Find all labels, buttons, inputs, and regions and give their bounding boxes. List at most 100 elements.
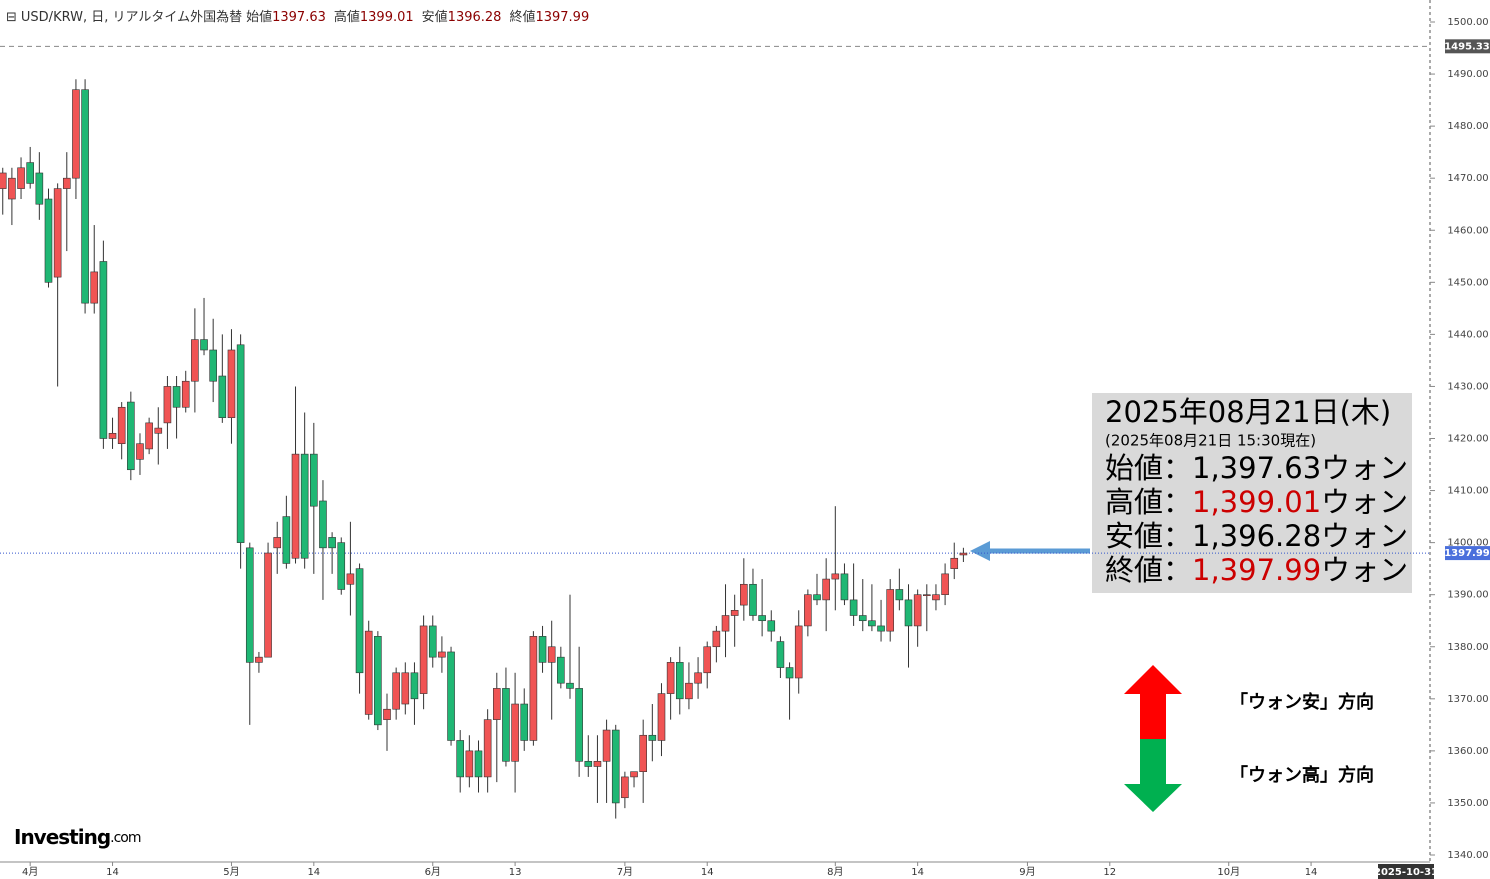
candle xyxy=(923,584,931,632)
candle xyxy=(355,563,364,694)
candle xyxy=(300,412,309,569)
collapse-icon[interactable]: ⊟ xyxy=(6,10,17,25)
candle-body xyxy=(813,594,821,601)
candle-body xyxy=(831,573,840,580)
candle-body xyxy=(145,422,153,450)
candle xyxy=(630,771,638,788)
candle-body xyxy=(410,672,419,700)
legend-label: 終値 xyxy=(509,10,536,25)
candle xyxy=(950,542,959,580)
candle-body xyxy=(566,682,574,689)
candle-body xyxy=(730,610,739,616)
candle-body xyxy=(767,620,776,632)
x-end-label: 2025-10-31 xyxy=(1374,867,1438,878)
candle xyxy=(172,376,181,439)
annotation-line: 高値：1,399.01ウォン xyxy=(1105,485,1408,519)
candle-body xyxy=(465,750,474,778)
candle-body xyxy=(923,594,931,596)
y-tick-label: 1440.00 xyxy=(1447,329,1488,340)
candle-body xyxy=(227,349,236,418)
direction-down-label: 「ウォン高」方向 xyxy=(1230,764,1374,786)
candle-body xyxy=(17,167,25,189)
y-tick-label: 1380.00 xyxy=(1447,642,1488,653)
x-tick-label: 14 xyxy=(911,867,924,878)
candle xyxy=(236,334,245,569)
candle-body xyxy=(447,651,455,741)
x-tick-label: 5月 xyxy=(223,866,239,878)
candle-body xyxy=(538,636,547,663)
candle-body xyxy=(127,401,135,471)
candle-body xyxy=(209,349,217,382)
candle-body xyxy=(950,557,959,569)
candle xyxy=(401,662,410,715)
candle xyxy=(566,594,574,699)
candle xyxy=(383,693,391,751)
candle xyxy=(593,735,602,803)
candle-body xyxy=(310,453,318,507)
candle xyxy=(181,370,190,413)
candle xyxy=(163,376,172,449)
candle-body xyxy=(913,594,922,627)
candle xyxy=(474,740,483,793)
candle-body xyxy=(319,500,327,549)
candle-body xyxy=(703,646,712,674)
candle xyxy=(410,662,419,725)
annotation-value: 1,397.63 xyxy=(1192,451,1321,485)
candle-body xyxy=(35,172,44,205)
x-tick-label: 12 xyxy=(1103,867,1116,878)
x-tick-label: 6月 xyxy=(425,866,441,878)
candle-body xyxy=(401,672,410,705)
candle-body xyxy=(392,672,400,710)
x-tick-label: 14 xyxy=(1305,867,1318,878)
legend-label: 安値 xyxy=(421,10,448,25)
candle-body xyxy=(630,771,638,778)
candle-body xyxy=(657,693,666,741)
candle-body xyxy=(328,537,336,549)
candle-body xyxy=(648,734,657,741)
candle xyxy=(639,719,647,803)
candle xyxy=(438,636,446,673)
annotation-box xyxy=(1092,393,1412,593)
candle xyxy=(392,667,400,720)
y-tick-label: 1490.00 xyxy=(1447,69,1488,80)
candle xyxy=(730,594,739,647)
candle-body xyxy=(849,599,858,616)
candle-body xyxy=(181,380,190,408)
candle xyxy=(822,558,830,632)
candle-body xyxy=(53,188,62,278)
up-arrow xyxy=(1124,665,1182,739)
x-tick-label: 13 xyxy=(509,867,522,878)
candle-body xyxy=(291,453,300,559)
annotation-value: 1,399.01 xyxy=(1192,485,1321,519)
price-label-box xyxy=(1445,546,1490,561)
candle xyxy=(0,167,7,215)
legend-value: 1397.99 xyxy=(535,10,590,25)
candle xyxy=(895,568,904,611)
candle xyxy=(849,563,858,626)
candle-body xyxy=(721,615,730,632)
candle-body xyxy=(81,89,89,304)
x-tick-label: 8月 xyxy=(827,866,843,878)
candle xyxy=(465,735,474,788)
candle xyxy=(657,683,666,757)
candle xyxy=(913,589,922,647)
annotation-line: 安値：1,396.28ウォン xyxy=(1105,519,1408,553)
candle-body xyxy=(374,636,382,726)
candle xyxy=(264,542,272,658)
candle-body xyxy=(72,89,80,179)
candle xyxy=(721,584,730,658)
y-tick-label: 1390.00 xyxy=(1447,590,1488,601)
candle xyxy=(858,579,867,632)
ohlc-values: 始値1397.63 高値1399.01 安値1396.28 終値1397.99 xyxy=(246,10,597,25)
candle-body xyxy=(804,594,812,627)
price-label: 1397.99 xyxy=(1444,548,1490,559)
candle-body xyxy=(639,734,647,772)
y-tick-label: 1360.00 xyxy=(1447,746,1488,757)
candle xyxy=(337,537,346,595)
candle xyxy=(145,417,153,455)
candle-body xyxy=(794,625,803,679)
candle-body xyxy=(264,552,272,658)
candle xyxy=(346,521,355,616)
candle-body xyxy=(99,261,108,439)
